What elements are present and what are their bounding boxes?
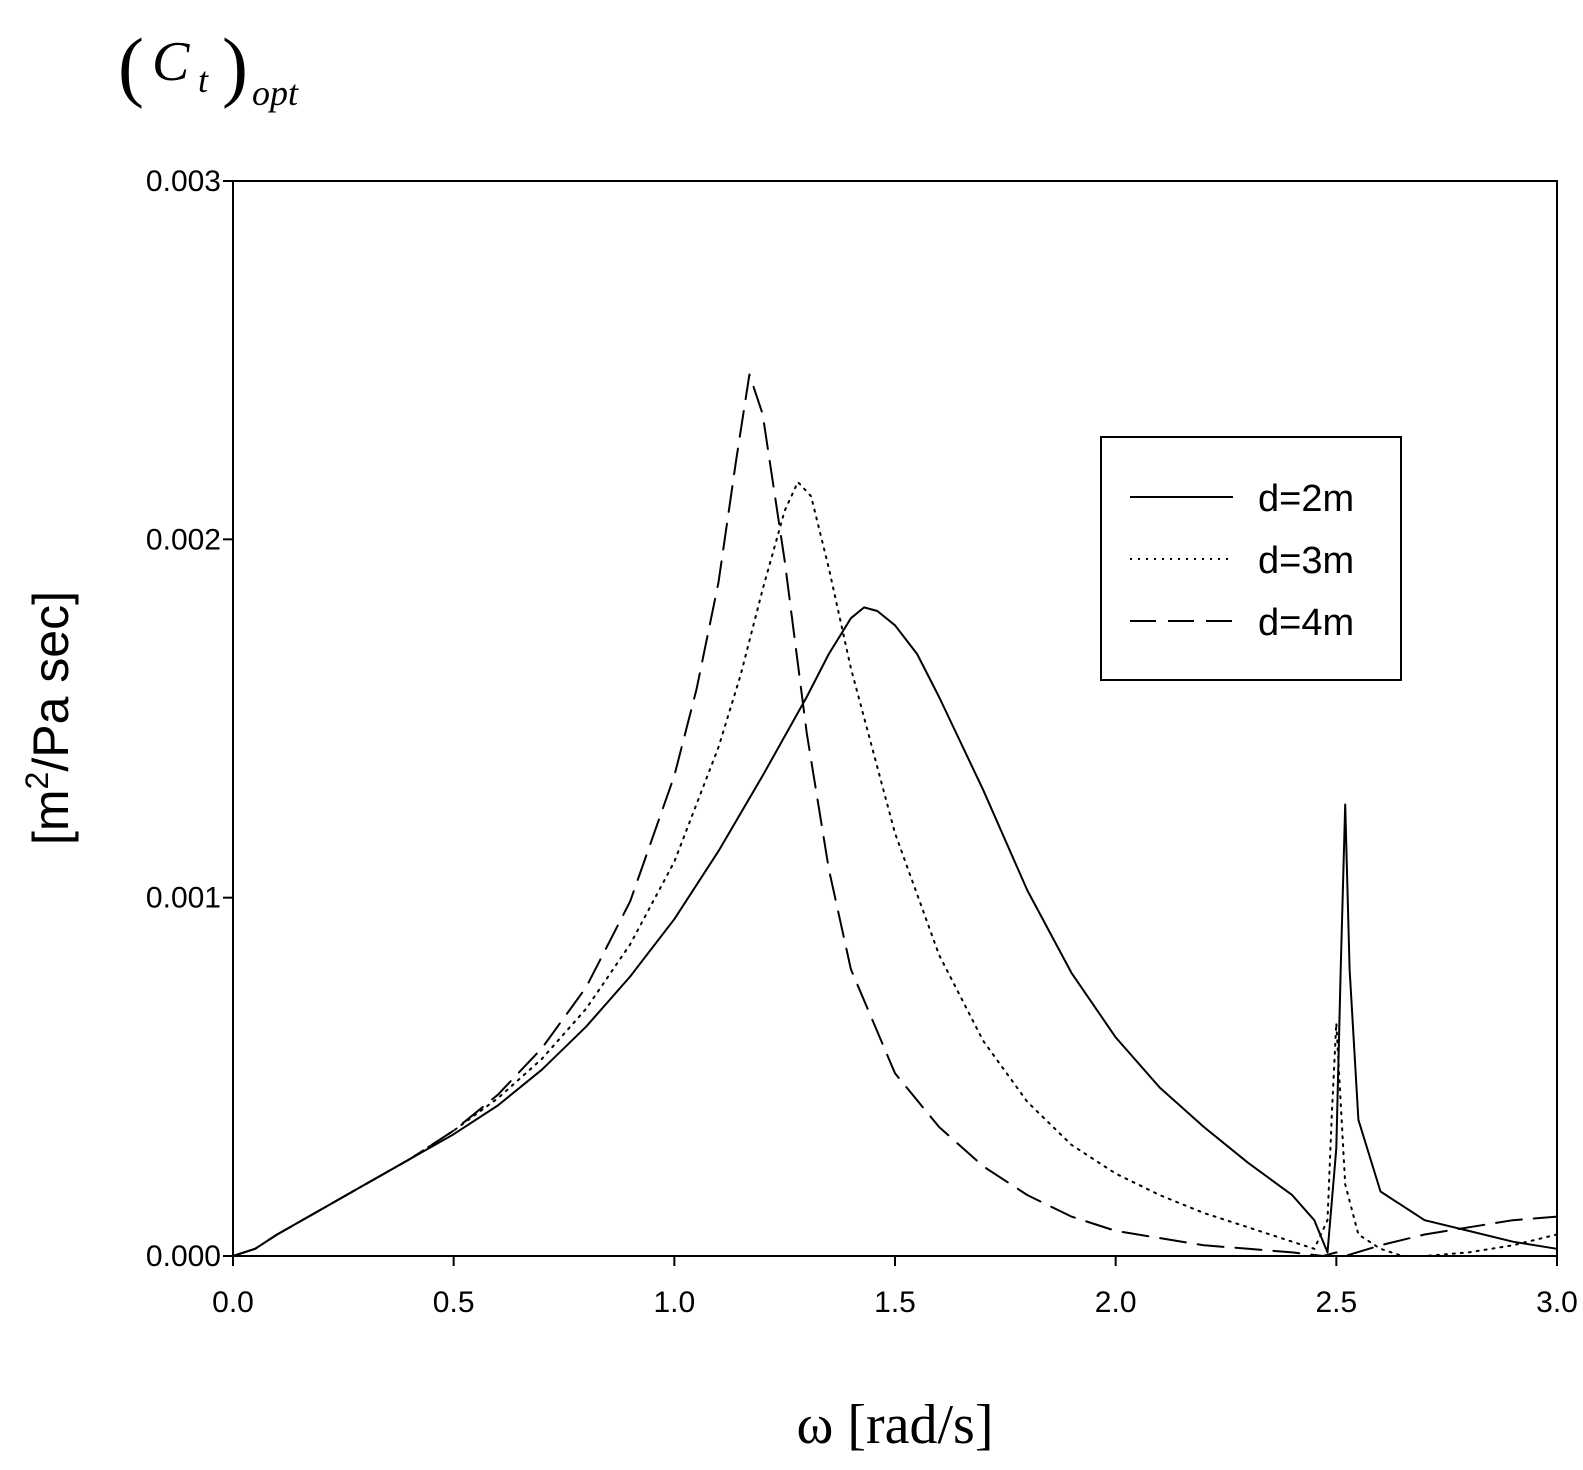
legend-items: d=2m d=3m d=4m (1130, 478, 1354, 644)
title-inner-subscript: t (198, 60, 209, 100)
legend-label: d=3m (1258, 540, 1354, 582)
title-main: C (152, 31, 190, 93)
series-line-d-3m (232, 481, 1558, 1257)
x-tick-label: 2.0 (1095, 1286, 1137, 1319)
y-tick-label: 0.003 (146, 165, 221, 198)
x-axis-label: ω [rad/s] (796, 1394, 993, 1456)
y-tick-label: 0.001 (146, 882, 221, 915)
title-outer-subscript: opt (252, 73, 299, 113)
x-tick-label: 1.0 (653, 1286, 695, 1319)
y-tick-label: 0.002 (146, 523, 221, 556)
title-open-paren: ( (118, 22, 144, 109)
legend-label: d=2m (1258, 478, 1354, 520)
chart-title: ( C t ) opt (118, 22, 299, 113)
plot-frame (232, 180, 1558, 1257)
x-tick-label: 2.5 (1315, 1286, 1357, 1319)
x-tick-label: 0.0 (212, 1286, 254, 1319)
y-tick-label: 0.000 (146, 1240, 221, 1273)
legend: d=2m d=3m d=4m (1100, 436, 1402, 681)
x-tick-label: 1.5 (874, 1286, 916, 1319)
y-axis-ticks: 0.000 0.001 0.002 0.003 (146, 165, 233, 1273)
legend-label: d=4m (1258, 602, 1354, 644)
series-line-d-2m (232, 606, 1558, 1257)
x-tick-label: 0.5 (433, 1286, 475, 1319)
title-close-paren: ) (222, 22, 248, 109)
series-line-d-4m (232, 373, 1558, 1257)
series-layer (232, 373, 1558, 1257)
x-axis-ticks: 0.0 0.5 1.0 1.5 2.0 2.5 3.0 (212, 1256, 1578, 1319)
legend-box (1100, 436, 1402, 681)
y-axis-label: [m2/Pa sec] (19, 591, 79, 845)
x-tick-label: 3.0 (1536, 1286, 1578, 1319)
